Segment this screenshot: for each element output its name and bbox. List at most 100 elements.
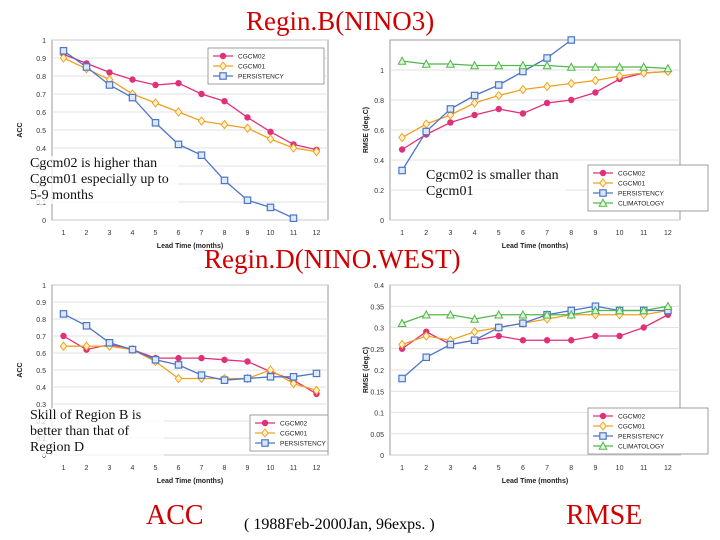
legend-label-cgcm01: CGCM01 — [618, 424, 645, 431]
data-point-cgcm02 — [592, 89, 599, 96]
data-point-persistency — [398, 166, 406, 175]
data-point-cgcm02 — [152, 81, 159, 89]
data-point-persistency — [151, 118, 160, 127]
data-point-cgcm02 — [568, 96, 575, 104]
y-tick-label: 0.7 — [36, 92, 46, 99]
x-axis-label: Lead Time (months) — [502, 478, 568, 485]
data-point-cgcm02 — [519, 337, 527, 344]
x-tick-label: 11 — [290, 465, 297, 472]
data-point-climatology — [614, 62, 625, 71]
data-point-cgcm02 — [592, 332, 599, 340]
y-tick-label: 0.7 — [36, 334, 46, 341]
legend-marker-climatology — [598, 198, 608, 207]
x-tick-label: 3 — [108, 230, 112, 237]
data-point-cgcm01 — [494, 90, 503, 101]
x-tick-label: 6 — [177, 230, 181, 237]
data-point-cgcm01 — [519, 84, 527, 95]
y-tick-label: 0.5 — [36, 368, 46, 375]
data-point-persistency — [128, 345, 137, 354]
data-point-cgcm01 — [398, 132, 406, 143]
y-axis-label: ACC — [17, 362, 24, 377]
series-line-cgcm02 — [63, 53, 317, 151]
x-tick-label: 7 — [200, 230, 204, 237]
data-point-cgcm02 — [175, 354, 182, 362]
data-point-climatology — [421, 309, 431, 319]
data-point-persistency — [82, 63, 91, 71]
note-acc-region-b: Cgcm02 is higher than Cgcm01 especially … — [30, 156, 178, 204]
data-point-cgcm02 — [106, 69, 113, 76]
x-tick-label: 11 — [640, 230, 647, 237]
data-point-persistency — [494, 81, 503, 89]
data-point-persistency — [519, 319, 527, 328]
data-point-cgcm01 — [446, 110, 455, 120]
data-point-cgcm01 — [82, 341, 91, 352]
data-point-persistency — [289, 372, 298, 381]
legend-label-cgcm02: CGCM02 — [618, 171, 645, 178]
data-point-climatology — [614, 305, 625, 315]
data-point-climatology — [566, 309, 576, 319]
y-tick-label: 0.05 — [370, 432, 384, 439]
data-point-cgcm01 — [312, 385, 321, 396]
y-tick-label: 1 — [42, 283, 46, 290]
data-point-persistency — [422, 353, 431, 362]
series-line-cgcm01 — [63, 57, 317, 153]
data-point-cgcm01 — [197, 116, 206, 126]
data-point-cgcm02 — [495, 332, 502, 340]
y-tick-label: 1 — [42, 38, 46, 45]
data-point-climatology — [590, 62, 601, 71]
x-tick-label: 3 — [108, 465, 112, 472]
legend-label-climatology: CLIMATOLOGY — [618, 201, 665, 208]
data-point-cgcm02 — [543, 337, 551, 344]
data-point-cgcm01 — [615, 71, 624, 81]
y-tick-label: 0.4 — [36, 146, 46, 153]
data-point-climatology — [494, 309, 504, 319]
legend-label-cgcm02: CGCM02 — [618, 414, 645, 421]
legend-marker-persistency — [261, 439, 269, 447]
x-tick-label: 9 — [593, 230, 597, 237]
label-rmse: RMSE — [566, 500, 643, 531]
y-axis-label: ACC — [17, 122, 24, 137]
data-point-cgcm02 — [519, 110, 527, 117]
data-point-persistency — [312, 369, 321, 378]
y-tick-label: 0.2 — [374, 188, 384, 195]
legend-label-climatology: CLIMATOLOGY — [618, 444, 665, 451]
title-region-b: Regin.B(NINO3) — [246, 6, 435, 36]
y-tick-label: 0.15 — [370, 389, 384, 396]
legend-marker-cgcm02 — [599, 412, 607, 420]
data-point-cgcm01 — [470, 98, 479, 108]
data-point-climatology — [397, 318, 407, 327]
legend-marker-cgcm02 — [219, 52, 227, 60]
x-tick-label: 12 — [664, 465, 672, 472]
data-point-cgcm01 — [312, 146, 321, 157]
data-point-cgcm02 — [616, 332, 623, 340]
legend-label-cgcm02: CGCM02 — [238, 54, 265, 61]
data-point-persistency — [105, 338, 114, 347]
data-point-cgcm02 — [267, 128, 274, 135]
data-point-persistency — [59, 47, 68, 55]
y-tick-label: 0.4 — [36, 385, 46, 392]
x-tick-label: 4 — [131, 465, 135, 472]
y-tick-label: 0.8 — [374, 98, 384, 105]
data-point-persistency — [266, 203, 275, 212]
data-point-persistency — [174, 361, 183, 369]
x-tick-label: 2 — [85, 465, 89, 472]
x-tick-label: 3 — [448, 230, 452, 237]
legend-marker-cgcm01 — [261, 428, 269, 438]
legend-label-persistency: PERSISTENCY — [280, 441, 327, 448]
x-tick-label: 1 — [400, 230, 404, 237]
legend-label-cgcm01: CGCM01 — [280, 431, 307, 438]
data-point-climatology — [590, 305, 601, 315]
data-point-cgcm01 — [243, 123, 252, 134]
legend-label-persistency: PERSISTENCY — [618, 434, 665, 441]
data-point-cgcm01 — [174, 107, 183, 117]
y-tick-label: 0 — [42, 453, 46, 460]
label-acc: ACC — [146, 500, 204, 531]
data-point-cgcm01 — [289, 378, 298, 389]
data-point-cgcm01 — [289, 143, 298, 153]
data-point-climatology — [542, 60, 552, 70]
y-axis-label: RMSE (deg.C) — [363, 107, 370, 153]
data-point-cgcm02 — [221, 98, 228, 105]
x-tick-label: 7 — [545, 465, 549, 472]
y-tick-label: 0.3 — [36, 402, 46, 409]
